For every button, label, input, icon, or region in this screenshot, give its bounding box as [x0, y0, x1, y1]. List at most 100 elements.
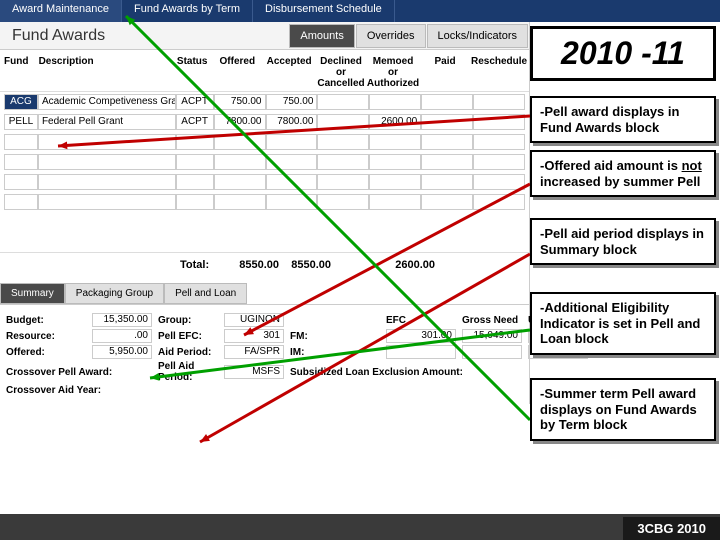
crossover-year-label: Crossover Aid Year:: [6, 385, 152, 396]
cell-memoed: [369, 194, 421, 210]
table-row[interactable]: [0, 192, 529, 212]
crossover-pell-label: Crossover Pell Award:: [6, 367, 152, 378]
fund-awards-rows: ACGAcademic Competiveness Grant 1ACPT 750…: [0, 92, 529, 252]
cell-offered: [214, 194, 266, 210]
cell-declined: [317, 114, 369, 130]
cell-reschedule[interactable]: [473, 94, 525, 110]
fm-gross-need: 15,049.00: [462, 329, 522, 343]
table-row[interactable]: [0, 172, 529, 192]
fund-awards-title: Fund Awards: [0, 27, 117, 45]
cell-paid: [421, 154, 473, 170]
cell-description: Academic Competiveness Grant 1: [38, 94, 176, 110]
cell-fund[interactable]: PELL: [4, 114, 38, 130]
bottom-tab-packaging-group[interactable]: Packaging Group: [65, 283, 164, 304]
im-label: IM:: [290, 347, 380, 358]
cell-paid: [421, 174, 473, 190]
table-row[interactable]: ACGAcademic Competiveness Grant 1ACPT 750…: [0, 92, 529, 112]
cell-description: [38, 194, 176, 210]
pell-efc-label: Pell EFC:: [158, 331, 218, 342]
table-row[interactable]: [0, 152, 529, 172]
col-declined: Declined or Cancelled: [315, 56, 367, 89]
col-accepted: Accepted: [263, 56, 315, 89]
offered-label: Offered:: [6, 347, 86, 358]
cell-declined: [317, 94, 369, 110]
cell-status: [176, 194, 214, 210]
bottom-tab-summary[interactable]: Summary: [0, 283, 65, 304]
cell-declined: [317, 194, 369, 210]
totals-accepted: 8550.00: [282, 259, 334, 271]
callout-1: -Offered aid amount is not increased by …: [530, 150, 716, 197]
cell-fund[interactable]: [4, 154, 38, 170]
cell-memoed: [369, 94, 421, 110]
cell-offered: 7800.00: [214, 114, 266, 130]
nav-tab-award-maintenance[interactable]: Award Maintenance: [0, 0, 122, 22]
totals-label: Total:: [180, 259, 230, 271]
pell-aid-period-label: Pell Aid Period:: [158, 361, 218, 383]
cell-reschedule[interactable]: [473, 114, 525, 130]
cell-description: [38, 154, 176, 170]
summary-block: Budget: 15,350.00 Group: UGINON EFC Gros…: [0, 304, 529, 404]
cell-status: ACPT: [176, 94, 214, 110]
cell-memoed: [369, 134, 421, 150]
group-value: UGINON: [224, 313, 284, 327]
cell-offered: [214, 154, 266, 170]
aid-period-value: FA/SPR: [224, 345, 284, 359]
footer: 3CBG 2010: [0, 514, 720, 540]
cell-fund[interactable]: [4, 134, 38, 150]
callout-4: -Summer term Pell award displays on Fund…: [530, 378, 716, 441]
footer-badge: 3CBG 2010: [623, 517, 720, 540]
cell-declined: [317, 174, 369, 190]
col-paid: Paid: [419, 56, 471, 89]
cell-accepted: 750.00: [266, 94, 318, 110]
table-row[interactable]: PELLFederal Pell GrantACPT7800.007800.00…: [0, 112, 529, 132]
totals-paid: [438, 259, 490, 271]
cell-paid: [421, 134, 473, 150]
resource-value: .00: [92, 329, 152, 343]
callout-3: -Additional Eligibility Indicator is set…: [530, 292, 716, 355]
fm-label: FM:: [290, 331, 380, 342]
callout-0: -Pell award displays in Fund Awards bloc…: [530, 96, 716, 143]
cell-fund[interactable]: ACG: [4, 94, 38, 110]
fm-value: 301.00: [386, 329, 456, 343]
subsidized-label: Subsidized Loan Exclusion Amount:: [290, 367, 588, 378]
budget-label: Budget:: [6, 315, 86, 326]
cell-fund[interactable]: [4, 194, 38, 210]
resource-label: Resource:: [6, 331, 86, 342]
cell-accepted: [266, 194, 318, 210]
im-value: [386, 345, 456, 359]
cell-paid: [421, 94, 473, 110]
sub-tab-locks[interactable]: Locks/Indicators: [427, 24, 528, 48]
cell-accepted: [266, 134, 318, 150]
sub-tab-amounts[interactable]: Amounts: [289, 24, 354, 48]
cell-reschedule[interactable]: [473, 194, 525, 210]
cell-offered: [214, 174, 266, 190]
cell-status: [176, 134, 214, 150]
cell-declined: [317, 154, 369, 170]
pell-efc-value: 301: [224, 329, 284, 343]
pell-aid-period-value: MSFS: [224, 365, 284, 379]
col-status: Status: [173, 56, 211, 89]
cell-accepted: 7800.00: [266, 114, 318, 130]
cell-fund[interactable]: [4, 174, 38, 190]
offered-value: 5,950.00: [92, 345, 152, 359]
nav-tab-fund-awards-by-term[interactable]: Fund Awards by Term: [122, 0, 253, 22]
cell-offered: [214, 134, 266, 150]
col-fund: Fund: [4, 56, 39, 89]
cell-description: [38, 134, 176, 150]
cell-reschedule[interactable]: [473, 154, 525, 170]
totals-row: Total: 8550.00 8550.00 2600.00: [0, 252, 529, 277]
cell-reschedule[interactable]: [473, 134, 525, 150]
sub-tab-overrides[interactable]: Overrides: [356, 24, 426, 48]
cell-memoed: [369, 154, 421, 170]
table-row[interactable]: [0, 132, 529, 152]
col-offered: Offered: [211, 56, 263, 89]
nav-tab-disbursement-schedule[interactable]: Disbursement Schedule: [253, 0, 395, 22]
cell-accepted: [266, 174, 318, 190]
efc-label: EFC: [386, 315, 456, 326]
bottom-tab-pell-and-loan[interactable]: Pell and Loan: [164, 283, 247, 304]
cell-memoed: 2600.00: [369, 114, 421, 130]
cell-reschedule[interactable]: [473, 174, 525, 190]
cell-declined: [317, 134, 369, 150]
col-memoed: Memoed or Authorized: [367, 56, 419, 89]
cell-accepted: [266, 154, 318, 170]
